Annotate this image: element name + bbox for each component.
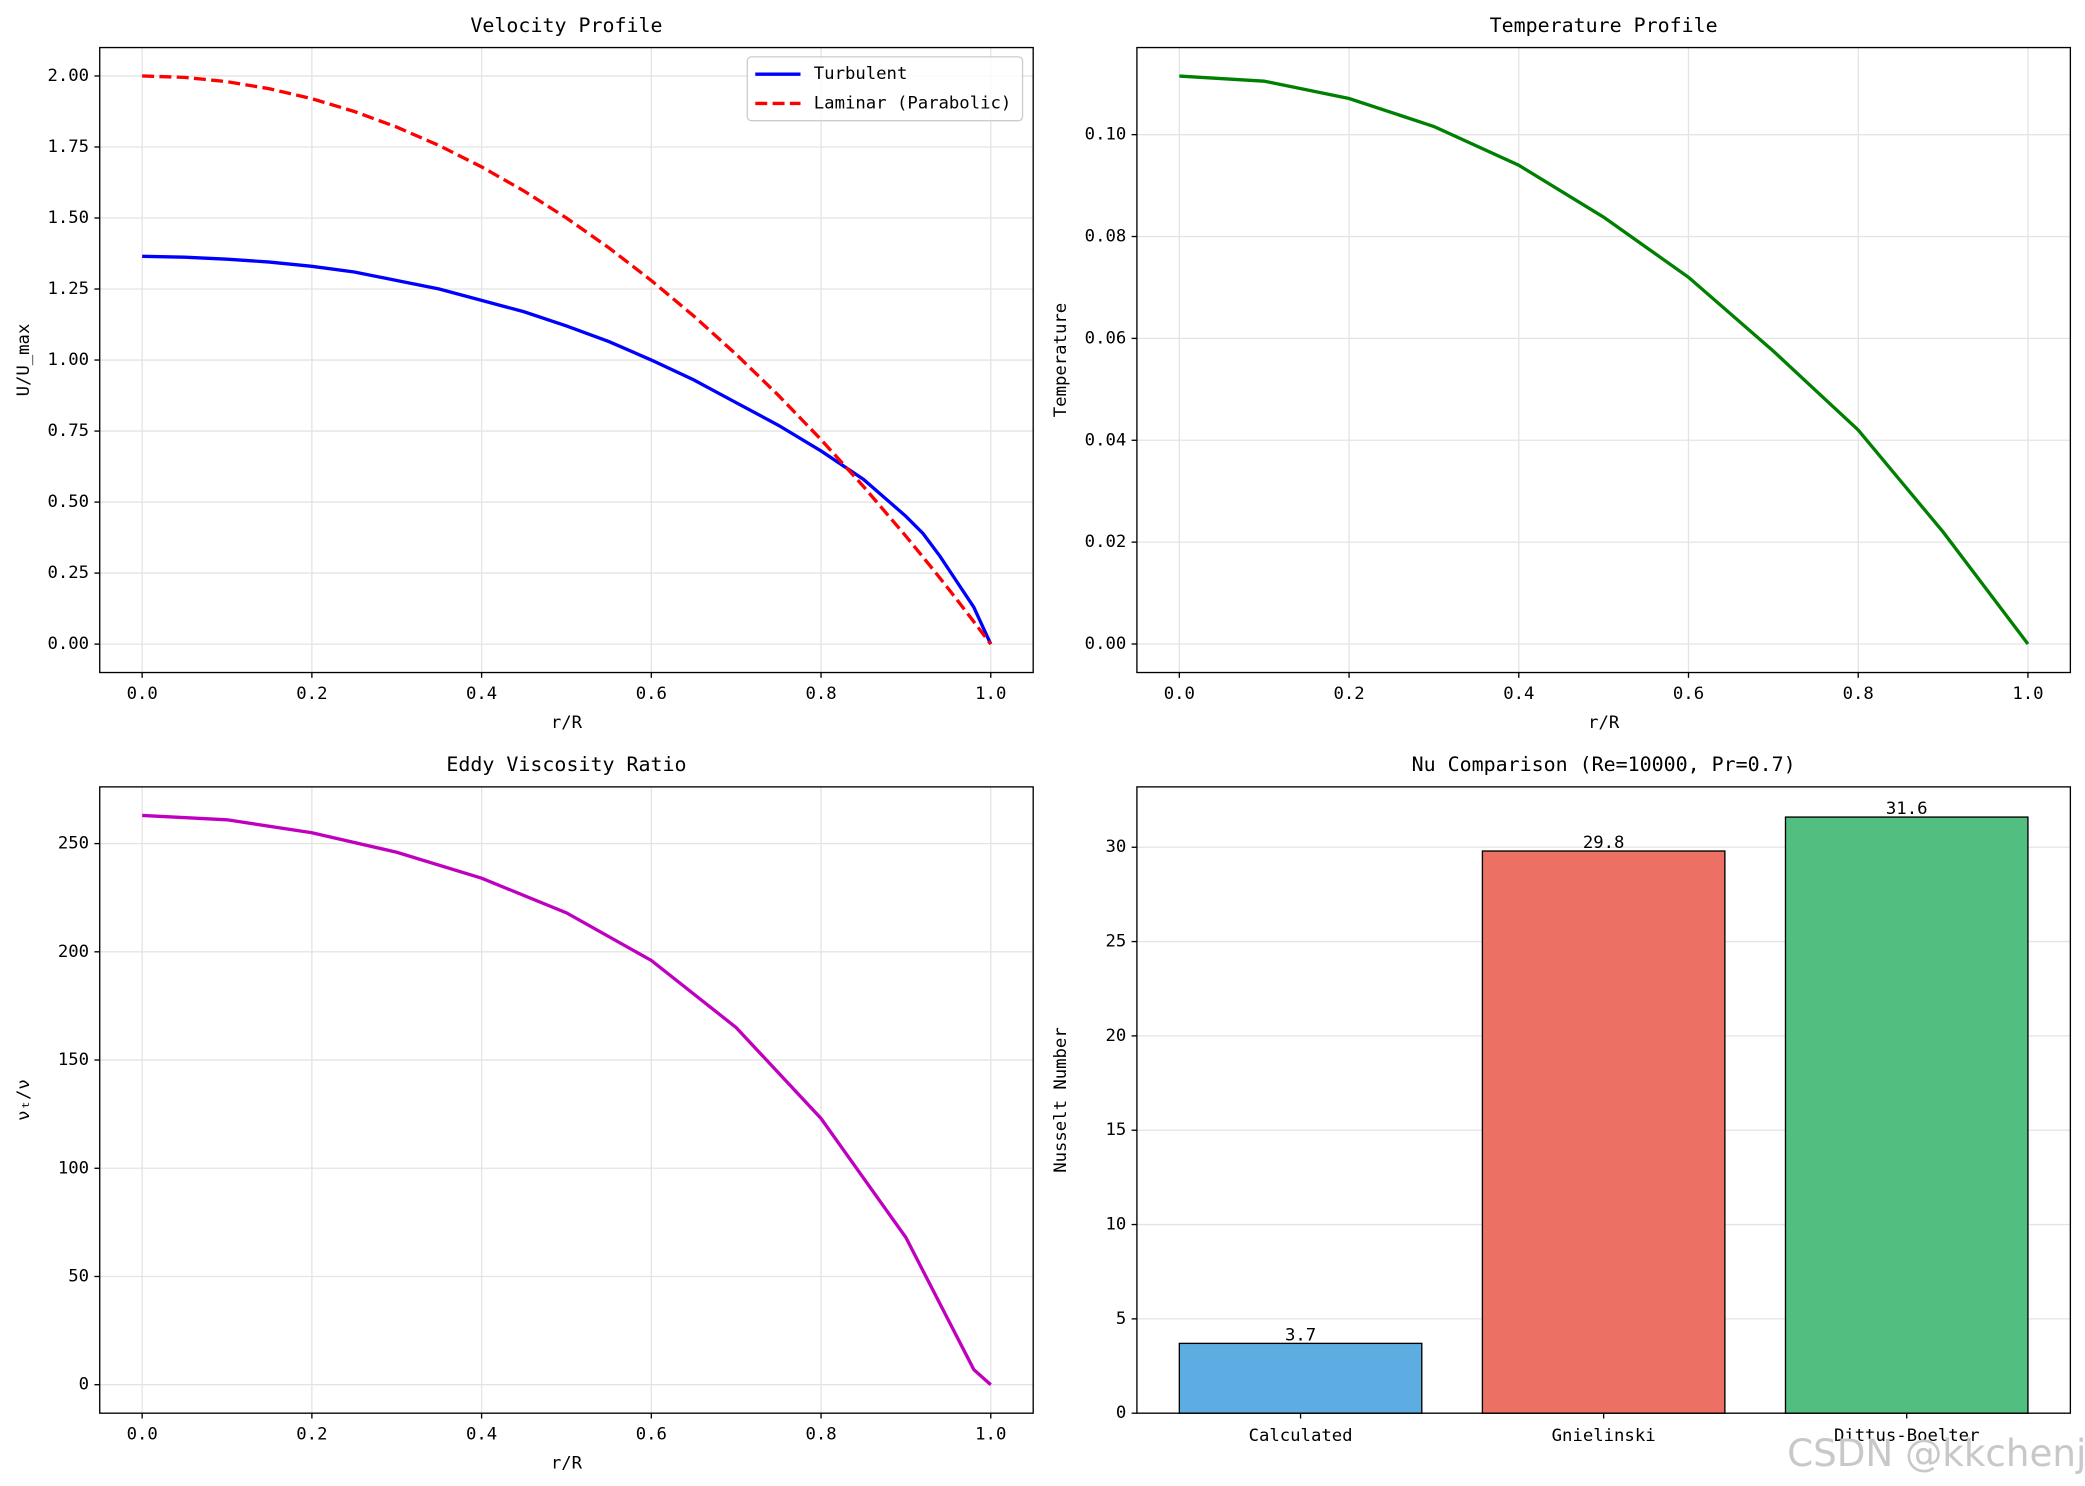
y-axis-label: Nusselt Number bbox=[1051, 1027, 1071, 1173]
y-tick-label: 0.00 bbox=[1085, 634, 1127, 654]
x-tick-label: 0.4 bbox=[466, 684, 497, 704]
chart-title: Velocity Profile bbox=[470, 13, 662, 37]
x-tick-label: 1.0 bbox=[975, 1424, 1006, 1444]
legend-label: Turbulent bbox=[814, 64, 908, 84]
x-axis-label: r/R bbox=[551, 1454, 583, 1474]
y-tick-label: 0.06 bbox=[1085, 328, 1127, 348]
chart-title: Temperature Profile bbox=[1490, 13, 1718, 37]
x-tick-label: 0.4 bbox=[466, 1424, 497, 1444]
x-tick-label: 0.2 bbox=[1333, 684, 1364, 704]
y-tick-label: 15 bbox=[1105, 1120, 1126, 1140]
bar bbox=[1178, 1342, 1423, 1414]
x-tick-label: 0.6 bbox=[636, 1424, 667, 1444]
axes-frame bbox=[1136, 46, 2072, 674]
y-tick-label: 0 bbox=[1116, 1403, 1126, 1423]
y-tick-label: 0.50 bbox=[47, 492, 89, 512]
data-line bbox=[142, 813, 992, 1386]
y-tick-label: 50 bbox=[68, 1266, 89, 1286]
y-tick-label: 1.50 bbox=[47, 208, 89, 228]
y-axis-label: Temperature bbox=[1051, 303, 1071, 417]
watermark: CSDN @kkchenj bbox=[1787, 1431, 2085, 1475]
x-tick-label: 0.6 bbox=[1673, 684, 1704, 704]
y-tick-label: 10 bbox=[1105, 1215, 1126, 1235]
chart-title: Nu Comparison (Re=10000, Pr=0.7) bbox=[1412, 752, 1796, 776]
x-tick-label: 0.0 bbox=[127, 684, 158, 704]
y-tick-label: 2.00 bbox=[47, 66, 89, 86]
y-tick-label: 0.25 bbox=[47, 563, 89, 583]
data-line bbox=[142, 74, 993, 646]
x-tick-label: 0.6 bbox=[636, 684, 667, 704]
x-tick-label: 0.8 bbox=[805, 684, 836, 704]
chart-title: Eddy Viscosity Ratio bbox=[446, 752, 686, 776]
y-tick-label: 0.02 bbox=[1085, 532, 1127, 552]
x-tick-label: Dittus-Boelter bbox=[1834, 1426, 1980, 1446]
value-label: 29.8 bbox=[1583, 833, 1625, 853]
x-tick-label: 0.8 bbox=[1843, 684, 1874, 704]
y-tick-label: 20 bbox=[1105, 1026, 1126, 1046]
y-axis-label: U/U_max bbox=[14, 324, 34, 397]
x-tick-label: 0.2 bbox=[296, 1424, 327, 1444]
y-tick-label: 100 bbox=[58, 1158, 89, 1178]
bar bbox=[1481, 850, 1726, 1414]
y-tick-label: 30 bbox=[1105, 837, 1126, 857]
value-label: 31.6 bbox=[1886, 799, 1928, 819]
y-tick-label: 0.00 bbox=[47, 634, 89, 654]
y-tick-label: 0.08 bbox=[1085, 227, 1127, 247]
y-tick-label: 1.00 bbox=[47, 350, 89, 370]
axes-frame bbox=[99, 46, 1034, 674]
x-tick-label: 1.0 bbox=[2012, 684, 2043, 704]
legend-label: Laminar (Parabolic) bbox=[814, 93, 1012, 113]
y-tick-label: 1.75 bbox=[47, 137, 89, 157]
y-tick-label: 250 bbox=[58, 834, 89, 854]
x-axis-label: r/R bbox=[1588, 713, 1620, 733]
y-tick-label: 5 bbox=[1116, 1309, 1126, 1329]
legend-box bbox=[746, 56, 1024, 122]
bar bbox=[1784, 816, 2029, 1414]
data-line bbox=[142, 254, 993, 645]
x-tick-label: 0.0 bbox=[1164, 684, 1195, 704]
data-line bbox=[1179, 74, 2030, 646]
x-tick-label: 0.8 bbox=[805, 1424, 836, 1444]
x-tick-label: 0.4 bbox=[1503, 684, 1534, 704]
y-tick-label: 150 bbox=[58, 1050, 89, 1070]
x-tick-label: 0.0 bbox=[127, 1424, 158, 1444]
value-label: 3.7 bbox=[1285, 1325, 1316, 1345]
axes-frame bbox=[99, 786, 1034, 1414]
y-tick-label: 0.04 bbox=[1085, 430, 1127, 450]
y-tick-label: 0 bbox=[79, 1375, 89, 1395]
x-tick-label: Gnielinski bbox=[1552, 1426, 1656, 1446]
y-tick-label: 0.10 bbox=[1085, 125, 1127, 145]
x-tick-label: Calculated bbox=[1249, 1426, 1353, 1446]
x-tick-label: 1.0 bbox=[975, 684, 1006, 704]
y-tick-label: 200 bbox=[58, 942, 89, 962]
y-tick-label: 0.75 bbox=[47, 421, 89, 441]
axes-frame bbox=[1136, 786, 2072, 1414]
y-tick-label: 25 bbox=[1105, 932, 1126, 952]
x-tick-label: 0.2 bbox=[296, 684, 327, 704]
y-axis-label: νₜ/ν bbox=[14, 1079, 34, 1121]
y-tick-label: 1.25 bbox=[47, 279, 89, 299]
x-axis-label: r/R bbox=[551, 713, 583, 733]
